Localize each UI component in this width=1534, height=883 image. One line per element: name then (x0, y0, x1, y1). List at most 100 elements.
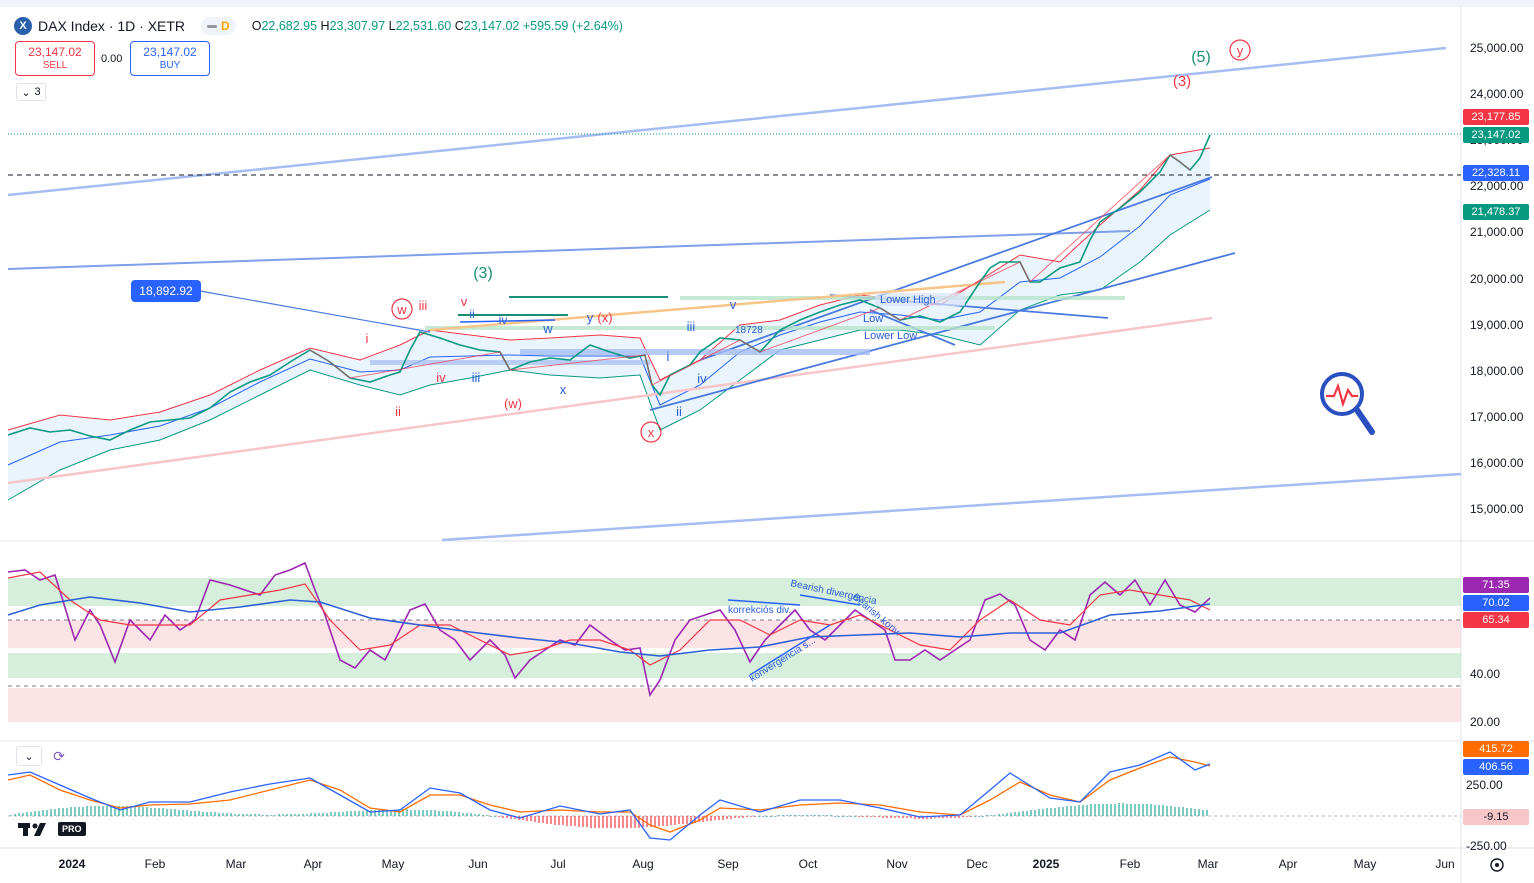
macd-histogram-bar (1170, 806, 1172, 816)
rsi-zone-red-bottom (8, 688, 1461, 722)
time-tick-label: Nov (886, 857, 907, 871)
symbol-title[interactable]: DAX Index · 1D · XETR (38, 18, 186, 34)
macd-histogram-bar (130, 806, 132, 816)
price-tick-label: 25,000.00 (1470, 41, 1524, 55)
buy-button[interactable]: 23,147.02 BUY (130, 41, 210, 76)
macd-histogram-bar (1046, 808, 1048, 816)
macd-histogram-bar (582, 816, 584, 827)
rsi-line (7, 561, 1211, 698)
macd-histogram-bar (1162, 805, 1164, 816)
macd-histogram-bar (1034, 810, 1036, 816)
macd-histogram-bar (778, 815, 780, 816)
macd-histogram-bar (66, 808, 68, 816)
tradingview-logo[interactable]: PRO (18, 820, 86, 838)
wave-label-iii-blue: iii (472, 370, 481, 385)
macd-histogram-bar (278, 814, 280, 816)
macd-histogram-bar (346, 811, 348, 816)
macd-histogram-bar (310, 813, 312, 816)
rsi_axis-badge: 70.02 (1463, 595, 1529, 611)
wave-label-3-top: (3) (1173, 73, 1191, 90)
macd-histogram-bar (1078, 805, 1080, 816)
macd-histogram-bar (974, 816, 976, 817)
macd-histogram-bar (1178, 807, 1180, 816)
time-tick-label: Feb (145, 857, 166, 871)
macd-histogram-bar (390, 810, 392, 816)
rsi-tick-label: 20.00 (1470, 715, 1500, 729)
macd-histogram-bar (630, 816, 632, 828)
wave-label-5: (5) (1191, 49, 1211, 66)
macd-histogram-bar (266, 815, 268, 816)
pane-collapse-button[interactable]: ⌄ (16, 746, 42, 766)
price-tick-label: 16,000.00 (1470, 456, 1524, 470)
macd-histogram-bar (30, 812, 32, 816)
macd-histogram-bar (194, 811, 196, 816)
magnifier-pulse-icon[interactable] (1320, 372, 1375, 435)
wave-label-v-red: v (461, 294, 468, 309)
macd-histogram-bar (442, 811, 444, 816)
time-tick-label: Apr (1279, 857, 1298, 871)
macd-histogram-bar (1182, 807, 1184, 816)
macd-histogram-bar (170, 809, 172, 816)
macd-histogram-bar (262, 815, 264, 816)
macd-histogram-bar (642, 816, 644, 827)
macd-histogram-bar (14, 814, 16, 816)
price-tick-label: 20,000.00 (1470, 272, 1524, 286)
macd-histogram-bar (230, 813, 232, 816)
macd-histogram-bar (274, 815, 276, 816)
zone-rect-2 (520, 349, 870, 355)
wave-label-ii-red: ii (395, 404, 401, 419)
time-tick-label: Aug (632, 857, 653, 871)
macd-histogram-bar (1042, 809, 1044, 816)
macd-histogram-bar (942, 816, 944, 818)
macd-histogram-bar (1050, 808, 1052, 816)
macd-histogram-bar (430, 810, 432, 816)
macd-histogram-bar (450, 811, 452, 816)
gear-icon[interactable] (1490, 858, 1504, 872)
macd-histogram-bar (1158, 805, 1160, 816)
wave-label-iv-blue2: iv (697, 371, 707, 386)
macd-histogram-bar (890, 816, 892, 818)
macd-histogram-bar (826, 815, 828, 816)
price_axis-badge: 23,147.02 (1463, 127, 1529, 143)
wave-circle-y-top (1229, 39, 1251, 61)
macd-histogram-bar (218, 813, 220, 816)
macd-histogram-bar (626, 816, 628, 828)
macd-histogram-bar (478, 814, 480, 816)
macd-histogram-bar (994, 815, 996, 816)
top-border (0, 0, 1534, 7)
macd-histogram-bar (622, 816, 624, 828)
macd-histogram-bar (190, 811, 192, 816)
macd-histogram-bar (418, 810, 420, 816)
macd-histogram-bar (206, 812, 208, 816)
indicators-toggle-button[interactable]: ⌄ 3 (16, 83, 46, 101)
wave-label-w-paren: (w) (504, 396, 522, 411)
refresh-button[interactable]: ⟳ (46, 746, 72, 766)
macd-histogram-bar (10, 815, 12, 816)
interval-pill[interactable]: D (201, 17, 236, 35)
macd-histogram-bar (706, 816, 708, 821)
buy-price: 23,147.02 (143, 44, 197, 59)
macd-histogram-bar (526, 816, 528, 821)
macd-histogram-bar (1150, 804, 1152, 816)
macd-histogram-bar (1074, 806, 1076, 816)
label-low: Low (863, 313, 883, 325)
wave-label-v-blue: v (730, 297, 737, 312)
macd-histogram-bar (766, 816, 768, 817)
macd-histogram-bar (990, 815, 992, 816)
macd-histogram-bar (414, 810, 416, 816)
price-label-box[interactable] (131, 280, 201, 302)
time-tick-label: Mar (1198, 857, 1219, 871)
macd-histogram-bar (338, 812, 340, 816)
macd-histogram-bar (802, 815, 804, 816)
macd-histogram-bar (214, 812, 216, 816)
wave-label-i-blue: i (667, 349, 670, 364)
macd-histogram-bar (966, 816, 968, 817)
macd-histogram-bar (1090, 804, 1092, 816)
rsi-zone-green-top (8, 578, 1461, 606)
short-line-blue (459, 319, 556, 323)
sell-button[interactable]: 23,147.02 SELL (15, 41, 95, 76)
macd-histogram-bar (118, 806, 120, 816)
label-korrekcios-div: korrekciós div. (728, 605, 791, 616)
ohlc-close: 23,147.02 (463, 19, 520, 33)
